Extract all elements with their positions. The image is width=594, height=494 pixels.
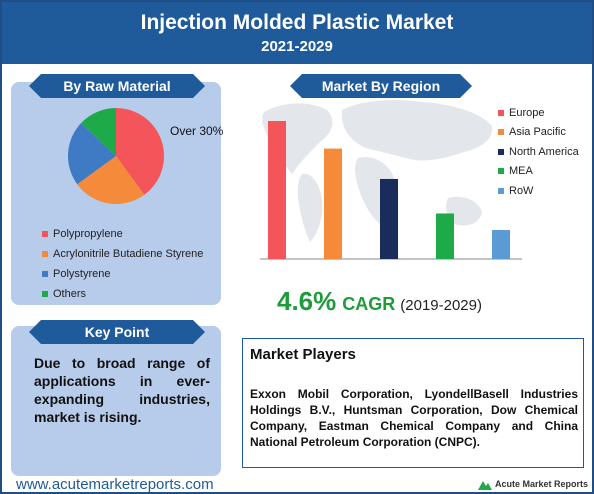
pie-slice-polypropylene	[116, 108, 165, 195]
legend-swatch	[498, 148, 504, 155]
legend-item: Polystyrene	[42, 264, 203, 284]
page-subtitle: 2021-2029	[261, 38, 333, 55]
pie-slice-others	[81, 108, 116, 156]
raw-material-legend: Polypropylene Acrylonitrile Butadiene Sty…	[42, 224, 203, 304]
cagr-label: CAGR	[342, 294, 396, 314]
bar-europe	[268, 121, 286, 259]
legend-swatch	[498, 168, 504, 175]
legend-swatch	[498, 109, 504, 116]
legend-item: North America	[498, 142, 579, 162]
pie-slice-polystyrene	[68, 123, 116, 185]
legend-label: Polypropylene	[53, 228, 123, 240]
bar-row	[492, 230, 510, 259]
logo-text: Acute Market Reports	[495, 479, 589, 489]
pie-slice-acrylonitrile-butadiene-styrene	[77, 156, 145, 205]
legend-label: RoW	[509, 184, 534, 197]
logo-icon	[478, 481, 492, 490]
legend-item: Polypropylene	[42, 224, 203, 244]
legend-label: Polystyrene	[53, 268, 111, 280]
bar-asia-pacific	[324, 148, 342, 259]
legend-item: Acrylonitrile Butadiene Styrene	[42, 244, 203, 264]
legend-label: Europe	[509, 106, 545, 119]
legend-item: Europe	[498, 103, 579, 123]
legend-label: North America	[509, 145, 579, 158]
key-point-heading: Key Point	[29, 320, 205, 344]
cagr-value: 4.6%	[277, 286, 337, 316]
legend-swatch	[42, 231, 48, 237]
legend-swatch	[498, 187, 504, 194]
legend-item: Others	[42, 284, 203, 304]
market-players-text: Exxon Mobil Corporation, LyondellBasell …	[250, 387, 578, 449]
raw-material-heading: By Raw Material	[29, 74, 205, 98]
bar-north-america	[380, 178, 398, 259]
legend-swatch	[42, 271, 48, 277]
header: Injection Molded Plastic Market 2021-202…	[2, 2, 592, 64]
legend-swatch	[498, 129, 504, 136]
region-legend: Europe Asia Pacific North America MEA RoW	[498, 103, 579, 201]
legend-label: Acrylonitrile Butadiene Styrene	[53, 248, 204, 260]
legend-label: Others	[53, 288, 87, 300]
cagr-block: 4.6% CAGR (2019-2029)	[277, 286, 482, 317]
region-heading: Market By Region	[290, 74, 472, 98]
legend-item: MEA	[498, 162, 579, 182]
market-players-box: Market Players Exxon Mobil Corporation, …	[242, 338, 584, 468]
bar-mea	[436, 213, 454, 259]
cagr-period: (2019-2029)	[400, 297, 482, 314]
legend-swatch	[42, 251, 48, 257]
key-point-panel	[11, 326, 221, 476]
brand-logo: Acute Market Reports	[478, 478, 588, 490]
pie-annotation: Over 30%	[170, 124, 224, 138]
legend-label: Asia Pacific	[509, 126, 566, 139]
page-title: Injection Molded Plastic Market	[140, 11, 454, 34]
legend-item: RoW	[498, 181, 579, 201]
legend-swatch	[42, 291, 48, 297]
key-point-text: Due to broad range of applications in ev…	[34, 355, 210, 425]
legend-item: Asia Pacific	[498, 123, 579, 143]
website-link[interactable]: www.acutemarketreports.com	[16, 476, 214, 493]
footer: www.acutemarketreports.com Acute Market …	[2, 476, 592, 493]
legend-label: MEA	[509, 165, 533, 178]
market-players-title: Market Players	[250, 346, 356, 363]
